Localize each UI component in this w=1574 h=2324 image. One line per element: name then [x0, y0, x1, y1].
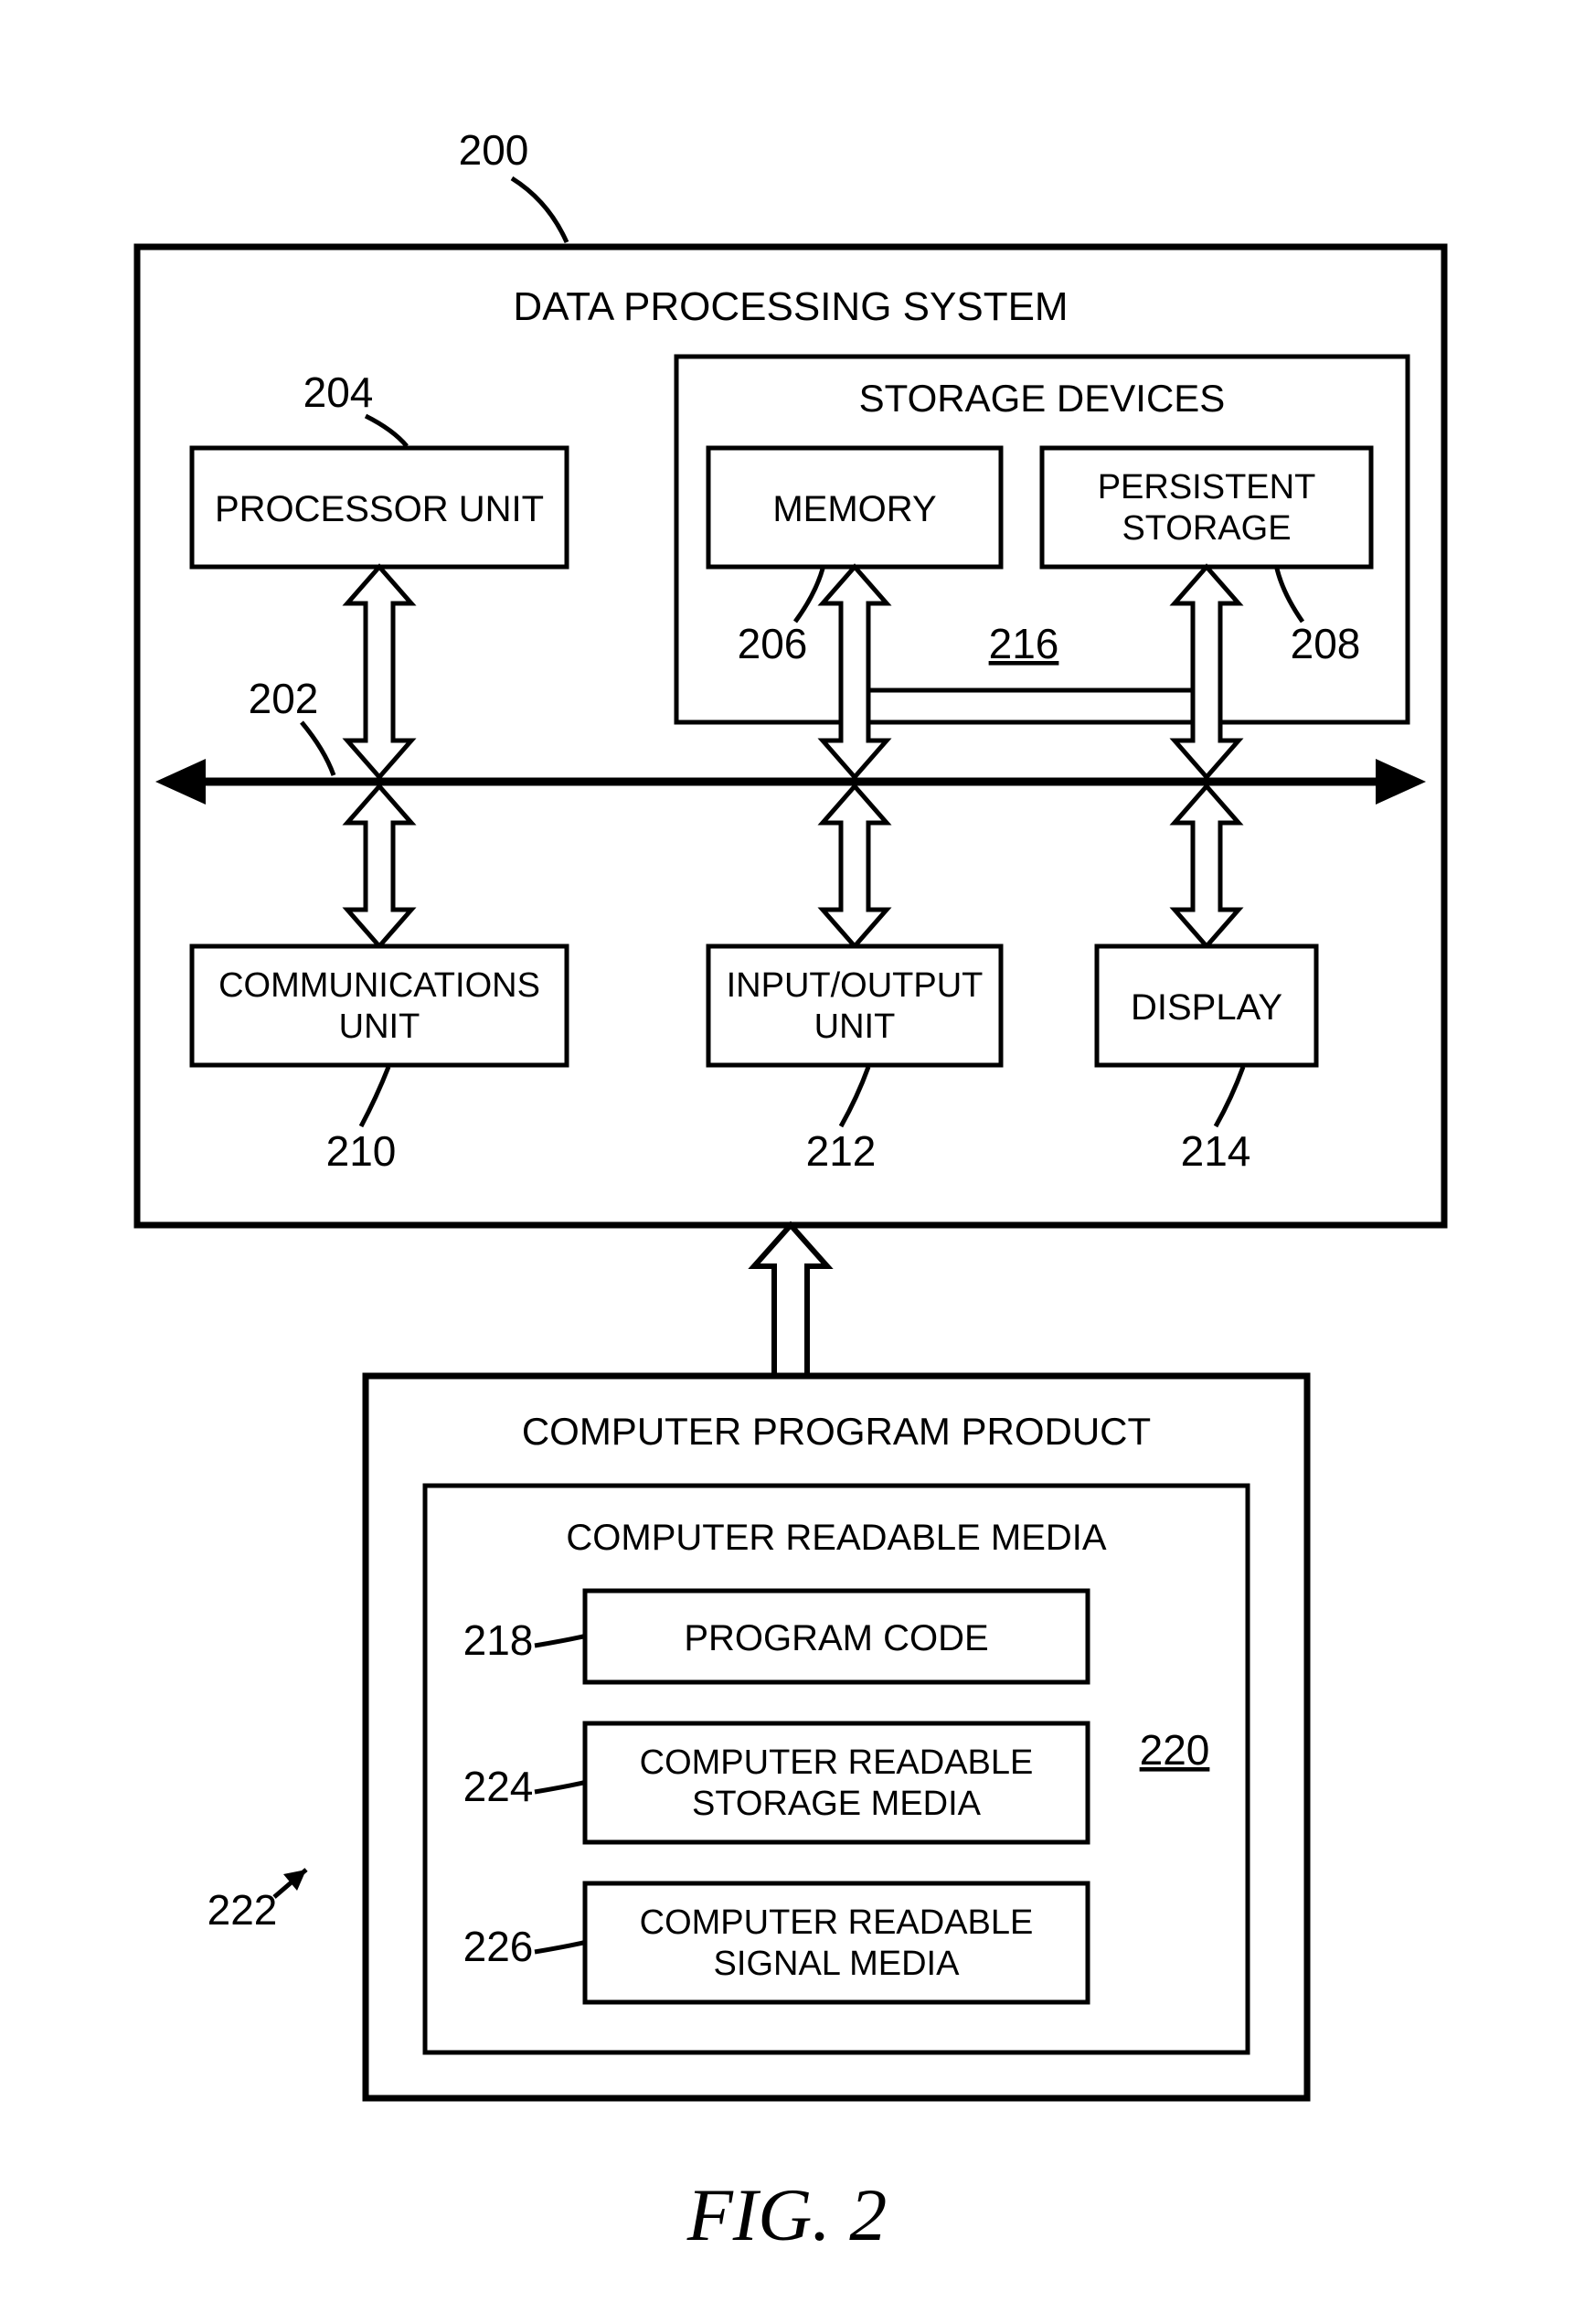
ref-216: 216 [989, 620, 1059, 667]
ref-208: 208 [1291, 620, 1361, 667]
ref-214: 214 [1181, 1127, 1251, 1175]
ref-210: 210 [326, 1127, 397, 1175]
crsm-box [585, 1723, 1088, 1842]
crm-title: COMPUTER READABLE MEDIA [566, 1518, 1107, 1558]
crsm-l1: COMPUTER READABLE [640, 1743, 1034, 1782]
ref-206: 206 [738, 620, 808, 667]
io-l1: INPUT/OUTPUT [727, 966, 984, 1005]
processor-label: PROCESSOR UNIT [215, 489, 544, 529]
ref-224: 224 [463, 1763, 534, 1810]
figure-caption: FIG. 2 [686, 2173, 888, 2256]
crsg-l2: SIGNAL MEDIA [714, 1945, 961, 1983]
figure-2-diagram: DATA PROCESSING SYSTEM 200 PROCESSOR UNI… [0, 0, 1574, 2324]
comm-l1: COMMUNICATIONS [218, 966, 540, 1005]
ref-202: 202 [249, 675, 319, 722]
ref-226: 226 [463, 1923, 534, 1970]
ref-212: 212 [806, 1127, 877, 1175]
dps-title: DATA PROCESSING SYSTEM [513, 284, 1068, 329]
cpp-title: COMPUTER PROGRAM PRODUCT [522, 1410, 1151, 1453]
persistent-l2: STORAGE [1122, 509, 1291, 548]
ref-218: 218 [463, 1616, 534, 1664]
ref-220: 220 [1140, 1726, 1210, 1774]
crsm-l2: STORAGE MEDIA [692, 1785, 982, 1823]
memory-label: MEMORY [772, 489, 936, 529]
ref-222: 222 [207, 1886, 278, 1934]
persistent-l1: PERSISTENT [1098, 468, 1316, 506]
persistent-box [1042, 448, 1371, 567]
leader-200 [512, 178, 567, 242]
display-label: DISPLAY [1131, 987, 1282, 1028]
crsg-l1: COMPUTER READABLE [640, 1903, 1034, 1942]
io-box [708, 946, 1001, 1065]
comm-box [192, 946, 567, 1065]
crsg-box [585, 1883, 1088, 2002]
arrow-dps-cpp [754, 1225, 827, 1376]
program-code-label: PROGRAM CODE [684, 1618, 988, 1658]
ref-200: 200 [459, 126, 529, 174]
comm-l2: UNIT [339, 1007, 420, 1046]
io-l2: UNIT [814, 1007, 896, 1046]
ref-204: 204 [303, 368, 374, 416]
storage-devices-label: STORAGE DEVICES [859, 377, 1226, 420]
